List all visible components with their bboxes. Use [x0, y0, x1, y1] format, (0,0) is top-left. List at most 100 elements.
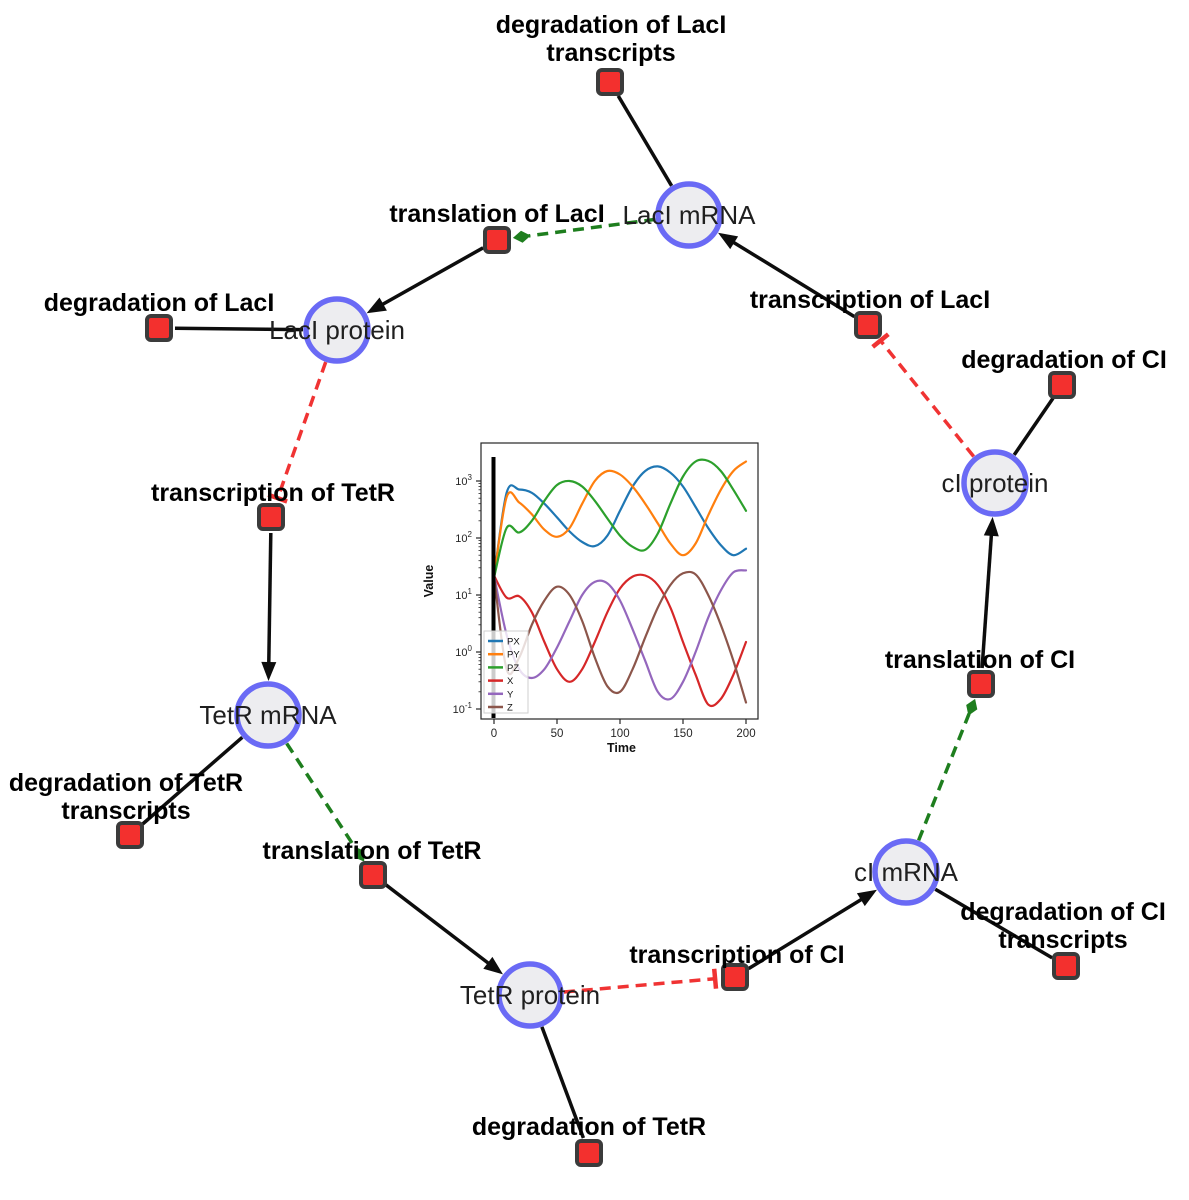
x-tick-label: 150	[673, 728, 692, 740]
legend-label-Y: Y	[507, 689, 514, 700]
y-tick-label: 10-1	[453, 701, 473, 716]
reaction-node-transcription-of-ci[interactable]	[721, 963, 749, 991]
reaction-node-degradation-of-laci-transcripts[interactable]	[596, 68, 624, 96]
reaction-square-transcription-of-ci[interactable]	[721, 963, 749, 991]
reaction-square-degradation-of-laci-transcripts[interactable]	[596, 68, 624, 96]
reaction-label-translation-of-laci: translation of LacI	[389, 200, 604, 228]
edge-laci-protein--degradation-of-laci	[174, 326, 304, 332]
edge-translation-of-laci--laci-protein	[366, 246, 484, 314]
nodes-layer	[116, 68, 1080, 1167]
species-circle-tetr-mrna[interactable]	[234, 681, 302, 749]
species-label-tetr-protein: TetR protein	[460, 980, 600, 1010]
reaction-square-degradation-of-laci[interactable]	[145, 314, 173, 342]
reaction-node-degradation-of-laci[interactable]	[145, 314, 173, 342]
x-axis-title: Time	[607, 741, 636, 755]
edge-tetr-mrna--degradation-of-tetr-transcripts	[140, 735, 244, 826]
legend-label-PX: PX	[507, 637, 520, 648]
species-circle-laci-mrna[interactable]	[655, 181, 723, 249]
species-circle-ci-mrna[interactable]	[872, 838, 940, 906]
species-label-ci-mrna: cI mRNA	[854, 857, 959, 887]
reaction-node-degradation-of-tetr[interactable]	[575, 1139, 603, 1167]
legend-label-PY: PY	[507, 650, 520, 661]
edge-ci-mrna--translation-of-ci	[916, 698, 978, 842]
species-circle-ci-protein[interactable]	[961, 449, 1029, 517]
x-tick-label: 0	[491, 728, 497, 740]
species-label-ci-protein: cI protein	[942, 468, 1049, 498]
species-node-tetr-protein[interactable]	[496, 961, 564, 1029]
y-tick-label: 103	[455, 473, 472, 488]
reaction-label-transcription-of-tetr: transcription of TetR	[151, 479, 395, 507]
species-circle-tetr-protein[interactable]	[496, 961, 564, 1029]
reaction-label-degradation-of-ci-transcripts: degradation of CI transcripts	[960, 898, 1166, 954]
edge-tetr-protein--transcription-of-ci	[563, 968, 719, 994]
inhibition-tbar	[871, 332, 890, 349]
modifier-diamond-arrowhead	[354, 846, 365, 862]
edge-ci-mrna--degradation-of-ci-transcripts	[934, 887, 1054, 960]
edge-tetr-mrna--translation-of-tetr	[285, 742, 365, 862]
chart-legend: PX PY PZ XYZ	[483, 630, 529, 714]
inhibition-tbar	[711, 968, 719, 989]
y-tick-label: 101	[455, 587, 472, 602]
reaction-square-translation-of-ci[interactable]	[967, 670, 995, 698]
edge-ci-protein--transcription-of-laci	[871, 332, 976, 458]
edge-transcription-of-laci--laci-mrna	[718, 232, 856, 319]
arrowhead	[261, 661, 277, 681]
species-label-tetr-mrna: TetR mRNA	[199, 700, 337, 730]
reaction-square-transcription-of-laci[interactable]	[854, 311, 882, 339]
arrowhead	[483, 956, 503, 975]
labels-layer: LacI mRNA LacI protein TetR mRNA TetR prote…	[9, 11, 1167, 1141]
reaction-label-degradation-of-ci: degradation of CI	[961, 346, 1167, 374]
modifier-diamond-arrowhead	[512, 230, 531, 243]
reaction-label-translation-of-ci: translation of CI	[885, 646, 1075, 674]
series-line-PY	[492, 460, 748, 579]
reaction-node-degradation-of-tetr-transcripts[interactable]	[116, 821, 144, 849]
edge-transcription-of-ci--ci-mrna	[747, 889, 877, 971]
reaction-node-degradation-of-ci[interactable]	[1048, 371, 1076, 399]
y-axis-title: Value	[422, 565, 436, 598]
edge-laci-mrna--degradation-of-laci-transcripts	[616, 94, 674, 187]
reaction-label-degradation-of-laci: degradation of LacI	[44, 289, 275, 317]
arrowhead	[718, 232, 739, 250]
reaction-square-degradation-of-tetr-transcripts[interactable]	[116, 821, 144, 849]
species-circle-laci-protein[interactable]	[303, 296, 371, 364]
reaction-label-translation-of-tetr: translation of TetR	[263, 837, 482, 865]
edge-tetr-protein--degradation-of-tetr	[540, 1026, 586, 1139]
species-node-ci-protein[interactable]	[961, 449, 1029, 517]
reaction-label-degradation-of-laci-transcripts: degradation of LacI transcripts	[496, 11, 727, 67]
inhibition-tbar	[267, 492, 288, 504]
reaction-node-transcription-of-tetr[interactable]	[257, 503, 285, 531]
reaction-node-transcription-of-laci[interactable]	[854, 311, 882, 339]
reaction-square-degradation-of-ci[interactable]	[1048, 371, 1076, 399]
reaction-node-translation-of-tetr[interactable]	[359, 861, 387, 889]
species-label-laci-protein: LacI protein	[269, 315, 405, 345]
arrowhead	[366, 297, 387, 314]
edge-translation-of-tetr--tetr-protein	[384, 883, 503, 975]
reaction-label-transcription-of-laci: transcription of LacI	[750, 286, 990, 314]
reaction-square-degradation-of-tetr[interactable]	[575, 1139, 603, 1167]
species-node-ci-mrna[interactable]	[872, 838, 940, 906]
modifier-diamond-arrowhead	[966, 698, 978, 716]
edge-transcription-of-tetr--tetr-mrna	[261, 532, 277, 681]
edge-laci-mrna--translation-of-laci	[512, 217, 656, 243]
y-tick-label: 100	[455, 644, 472, 659]
legend-label-Z: Z	[507, 703, 513, 714]
legend-label-PZ: PZ	[507, 663, 519, 674]
legend-label-X: X	[507, 676, 514, 687]
x-tick-label: 50	[551, 728, 564, 740]
species-node-laci-mrna[interactable]	[655, 181, 723, 249]
reaction-node-degradation-of-ci-transcripts[interactable]	[1052, 952, 1080, 980]
reaction-square-translation-of-laci[interactable]	[483, 226, 511, 254]
reaction-square-degradation-of-ci-transcripts[interactable]	[1052, 952, 1080, 980]
edge-laci-protein--transcription-of-tetr	[267, 361, 328, 504]
reaction-node-translation-of-ci[interactable]	[967, 670, 995, 698]
reaction-square-transcription-of-tetr[interactable]	[257, 503, 285, 531]
legend-box	[483, 630, 529, 714]
species-node-tetr-mrna[interactable]	[234, 681, 302, 749]
reaction-node-translation-of-laci[interactable]	[483, 226, 511, 254]
species-node-laci-protein[interactable]	[303, 296, 371, 364]
reaction-square-translation-of-tetr[interactable]	[359, 861, 387, 889]
reaction-label-degradation-of-tetr-transcripts: degradation of TetR transcripts	[9, 769, 243, 825]
